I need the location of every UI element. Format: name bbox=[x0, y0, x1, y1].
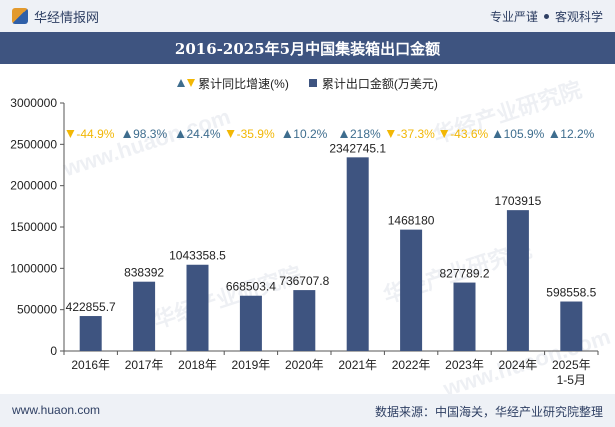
legend-growth-label: 累计同比增速(%) bbox=[198, 76, 289, 91]
growth-label: 12.2% bbox=[560, 127, 594, 141]
chart-title: 2016-2025年5月中国集装箱出口金额 bbox=[0, 32, 615, 64]
y-tick-label: 3000000 bbox=[10, 96, 57, 110]
x-tick-label: 2016年 bbox=[71, 358, 110, 372]
tag-professional: 专业严谨 bbox=[489, 10, 538, 24]
growth-up-marker bbox=[340, 130, 348, 138]
growth-down-marker bbox=[440, 130, 449, 138]
bar-value-label: 838392 bbox=[124, 266, 164, 280]
y-tick-label: 0 bbox=[50, 344, 57, 358]
growth-label: 105.9% bbox=[504, 127, 545, 141]
x-tick-label: 2021年 bbox=[338, 358, 377, 372]
brand[interactable]: 华经情报网 bbox=[12, 7, 99, 25]
x-tick-label: 2022年 bbox=[392, 358, 431, 372]
y-tick-label: 2500000 bbox=[10, 137, 57, 151]
y-tick-label: 1000000 bbox=[10, 261, 57, 275]
footer-website-link[interactable]: www.huaon.com bbox=[12, 403, 101, 417]
growth-down-marker bbox=[226, 130, 235, 138]
growth-up-marker bbox=[493, 130, 502, 138]
header-tags: 专业严谨 客观科学 bbox=[490, 8, 603, 25]
bar bbox=[186, 264, 209, 351]
bar bbox=[133, 281, 156, 351]
growth-up-marker bbox=[176, 130, 185, 138]
bar-value-label: 736707.8 bbox=[279, 274, 329, 288]
growth-down-marker bbox=[386, 130, 395, 138]
x-tick-label: 2025年 bbox=[552, 358, 591, 372]
x-tick-label: 2024年 bbox=[499, 358, 538, 372]
x-tick-label: 2020年 bbox=[285, 358, 324, 372]
footer-bar: www.huaon.com 数据来源：中国海关，华经产业研究院整理 bbox=[0, 394, 615, 427]
x-tick-label: 1-5月 bbox=[557, 373, 586, 387]
y-tick-label: 2000000 bbox=[10, 179, 57, 193]
x-tick-label: 2023年 bbox=[445, 358, 484, 372]
legend-bar-icon bbox=[308, 79, 317, 87]
header-bar: 华经情报网 专业严谨 客观科学 bbox=[0, 0, 615, 32]
growth-label: 98.3% bbox=[133, 127, 167, 141]
growth-up-marker bbox=[550, 130, 559, 138]
brand-logo-icon bbox=[12, 8, 28, 24]
bar bbox=[79, 316, 102, 351]
growth-label: 24.4% bbox=[187, 127, 221, 141]
bar-value-label: 598558.5 bbox=[546, 286, 596, 300]
x-tick-label: 2018年 bbox=[178, 358, 217, 372]
bar bbox=[239, 295, 262, 351]
bar-value-label: 422855.7 bbox=[66, 300, 116, 314]
separator-dot-icon bbox=[543, 14, 549, 19]
bar bbox=[400, 229, 423, 351]
growth-label: -43.6% bbox=[450, 127, 488, 141]
x-tick-label: 2019年 bbox=[232, 358, 271, 372]
growth-label: -37.3% bbox=[397, 127, 435, 141]
bar bbox=[453, 282, 476, 351]
footer-source: 数据来源：中国海关，华经产业研究院整理 bbox=[374, 405, 603, 419]
bar bbox=[560, 301, 583, 351]
chart-legend: 累计同比增速(%) 累计出口金额(万美元) bbox=[0, 74, 615, 92]
growth-up-marker bbox=[123, 130, 132, 138]
brand-name: 华经情报网 bbox=[34, 9, 100, 25]
x-tick-label: 2017年 bbox=[125, 358, 164, 372]
y-tick-label: 1500000 bbox=[10, 220, 57, 234]
bar-value-label: 827789.2 bbox=[439, 267, 489, 281]
bar-value-label: 1468180 bbox=[388, 214, 435, 228]
legend-item-amount: 累计出口金额(万美元) bbox=[308, 75, 438, 92]
growth-up-marker bbox=[283, 130, 292, 138]
legend-item-growth: 累计同比增速(%) bbox=[177, 75, 289, 92]
bar-value-label: 668503.4 bbox=[226, 280, 276, 294]
bar-value-label: 1043358.5 bbox=[169, 249, 226, 263]
growth-label: 218% bbox=[350, 127, 381, 141]
legend-growth-icon bbox=[177, 78, 196, 88]
growth-label: 10.2% bbox=[293, 127, 327, 141]
bar-value-label: 2342745.1 bbox=[329, 141, 386, 155]
legend-amount-label: 累计出口金额(万美元) bbox=[321, 76, 438, 91]
growth-label: -44.9% bbox=[76, 127, 114, 141]
growth-label: -35.9% bbox=[237, 127, 275, 141]
bar bbox=[293, 290, 316, 351]
tag-objective: 客观科学 bbox=[554, 10, 603, 24]
growth-down-marker bbox=[66, 130, 75, 138]
y-tick-label: 500000 bbox=[17, 303, 57, 317]
bar-value-label: 1703915 bbox=[495, 194, 542, 208]
bar bbox=[506, 210, 529, 351]
bar bbox=[346, 157, 369, 351]
